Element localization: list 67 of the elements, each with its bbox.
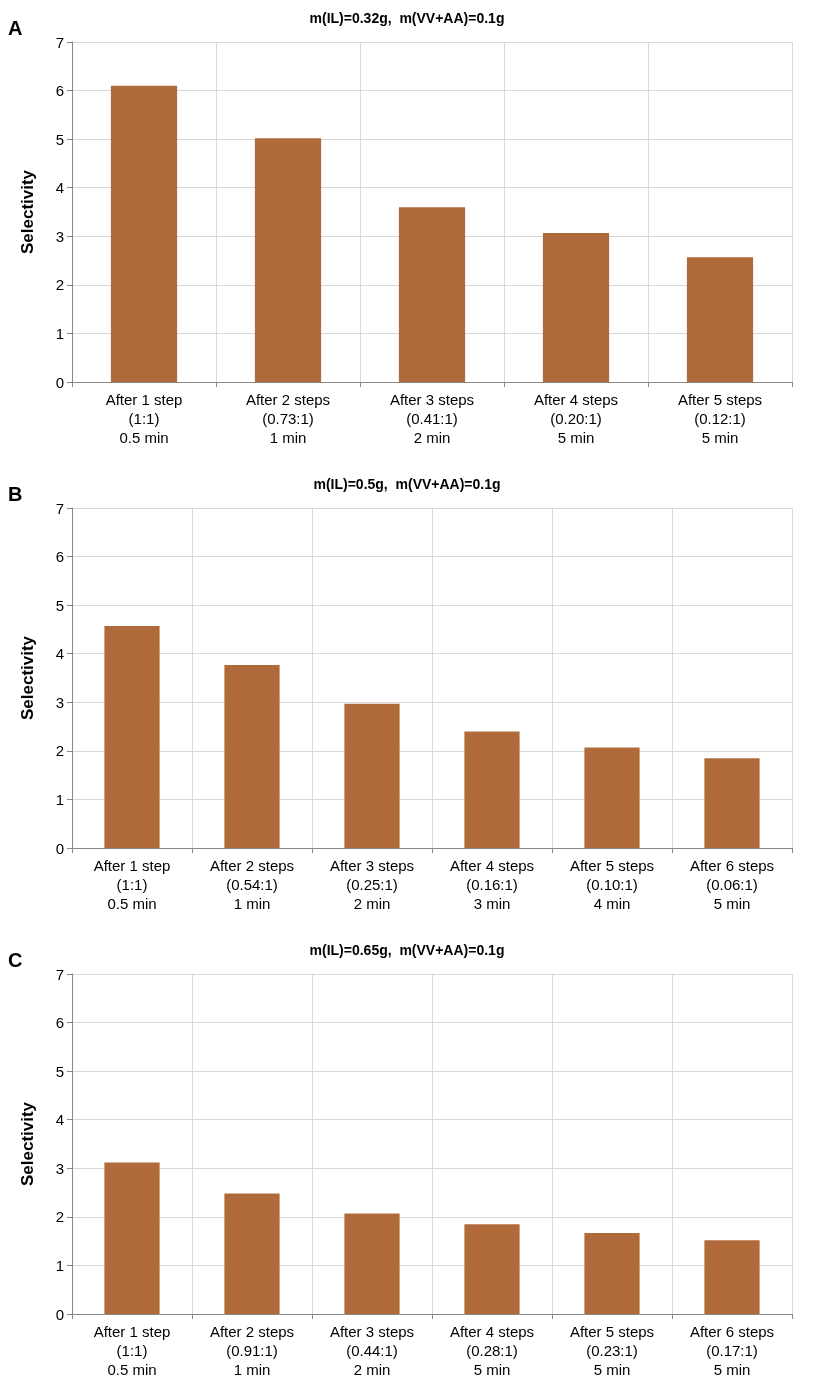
y-tick-label: 0 <box>55 839 64 857</box>
y-tick-label: 3 <box>55 693 64 711</box>
bar <box>464 1224 520 1314</box>
bar <box>584 747 640 848</box>
y-tick-label: 5 <box>55 1062 64 1080</box>
x-tick-label: After 3 steps (0.44:1) 2 min <box>329 1323 415 1378</box>
y-tick-label: 0 <box>55 373 64 391</box>
x-tick-label: After 1 step (1:1) 0.5 min <box>93 1323 171 1378</box>
y-tick-label: 5 <box>55 596 64 614</box>
x-tick-label: After 1 step (1:1) 0.5 min <box>93 857 171 912</box>
bar <box>344 703 400 848</box>
y-tick-label: 3 <box>55 1159 64 1177</box>
bar <box>464 731 520 848</box>
x-tick-label: After 5 steps (0.10:1) 4 min <box>569 857 655 912</box>
y-tick-label: 0 <box>55 1305 64 1323</box>
y-axis-title: Selectivity <box>18 169 37 255</box>
x-tick-label: After 3 steps (0.41:1) 2 min <box>389 391 475 446</box>
x-tick-label: After 4 steps (0.28:1) 5 min <box>449 1323 535 1378</box>
bar <box>344 1213 400 1314</box>
x-tick-label: After 2 steps (0.91:1) 1 min <box>209 1323 295 1378</box>
y-tick-label: 6 <box>55 548 64 566</box>
y-tick-label: 6 <box>55 82 64 100</box>
bar <box>542 232 610 382</box>
bar <box>584 1232 640 1314</box>
x-tick-label: After 2 steps (0.54:1) 1 min <box>209 857 295 912</box>
bar <box>104 626 160 848</box>
bar <box>254 138 322 382</box>
y-tick-label: 2 <box>55 742 64 760</box>
text: B <box>8 483 23 505</box>
y-axis-title: Selectivity <box>18 635 37 721</box>
x-tick-label: After 4 steps (0.16:1) 3 min <box>449 857 535 912</box>
bar <box>224 664 280 848</box>
bar <box>398 207 466 382</box>
y-tick-label: 7 <box>55 965 64 983</box>
bar <box>704 1240 760 1314</box>
text: C <box>8 949 23 971</box>
chart-title: m(IL)=0.65g, m(VV+AA)=0.1g <box>309 942 505 958</box>
y-tick-label: 3 <box>55 227 64 245</box>
y-tick-label: 6 <box>55 1014 64 1032</box>
y-tick-label: 4 <box>55 179 64 197</box>
y-tick-label: 2 <box>55 1208 64 1226</box>
bar <box>110 85 178 382</box>
x-tick-label: After 1 step (1:1) 0.5 min <box>105 391 183 446</box>
y-tick-label: 1 <box>55 1256 64 1274</box>
bar <box>704 758 760 848</box>
x-tick-label: After 6 steps (0.06:1) 5 min <box>689 857 775 912</box>
x-tick-label: After 5 steps (0.23:1) 5 min <box>569 1323 655 1378</box>
x-tick-label: After 2 steps (0.73:1) 1 min <box>245 391 331 446</box>
y-tick-label: 1 <box>55 324 64 342</box>
bar <box>686 257 754 382</box>
y-tick-label: 7 <box>55 33 64 51</box>
y-tick-label: 7 <box>55 499 64 517</box>
y-tick-label: 5 <box>55 130 64 148</box>
y-axis-title: Selectivity <box>18 1101 37 1187</box>
y-tick-label: 4 <box>55 1111 64 1129</box>
x-tick-label: After 4 steps (0.20:1) 5 min <box>533 391 619 446</box>
text: A <box>8 17 23 39</box>
chart-title: m(IL)=0.32g, m(VV+AA)=0.1g <box>309 10 505 26</box>
y-tick-label: 2 <box>55 276 64 294</box>
x-tick-label: After 5 steps (0.12:1) 5 min <box>677 391 763 446</box>
y-tick-label: 4 <box>55 645 64 663</box>
bar <box>104 1162 160 1314</box>
x-tick-label: After 3 steps (0.25:1) 2 min <box>329 857 415 912</box>
bar <box>224 1193 280 1314</box>
y-tick-label: 1 <box>55 790 64 808</box>
chart-title: m(IL)=0.5g, m(VV+AA)=0.1g <box>313 476 501 492</box>
x-tick-label: After 6 steps (0.17:1) 5 min <box>689 1323 775 1378</box>
